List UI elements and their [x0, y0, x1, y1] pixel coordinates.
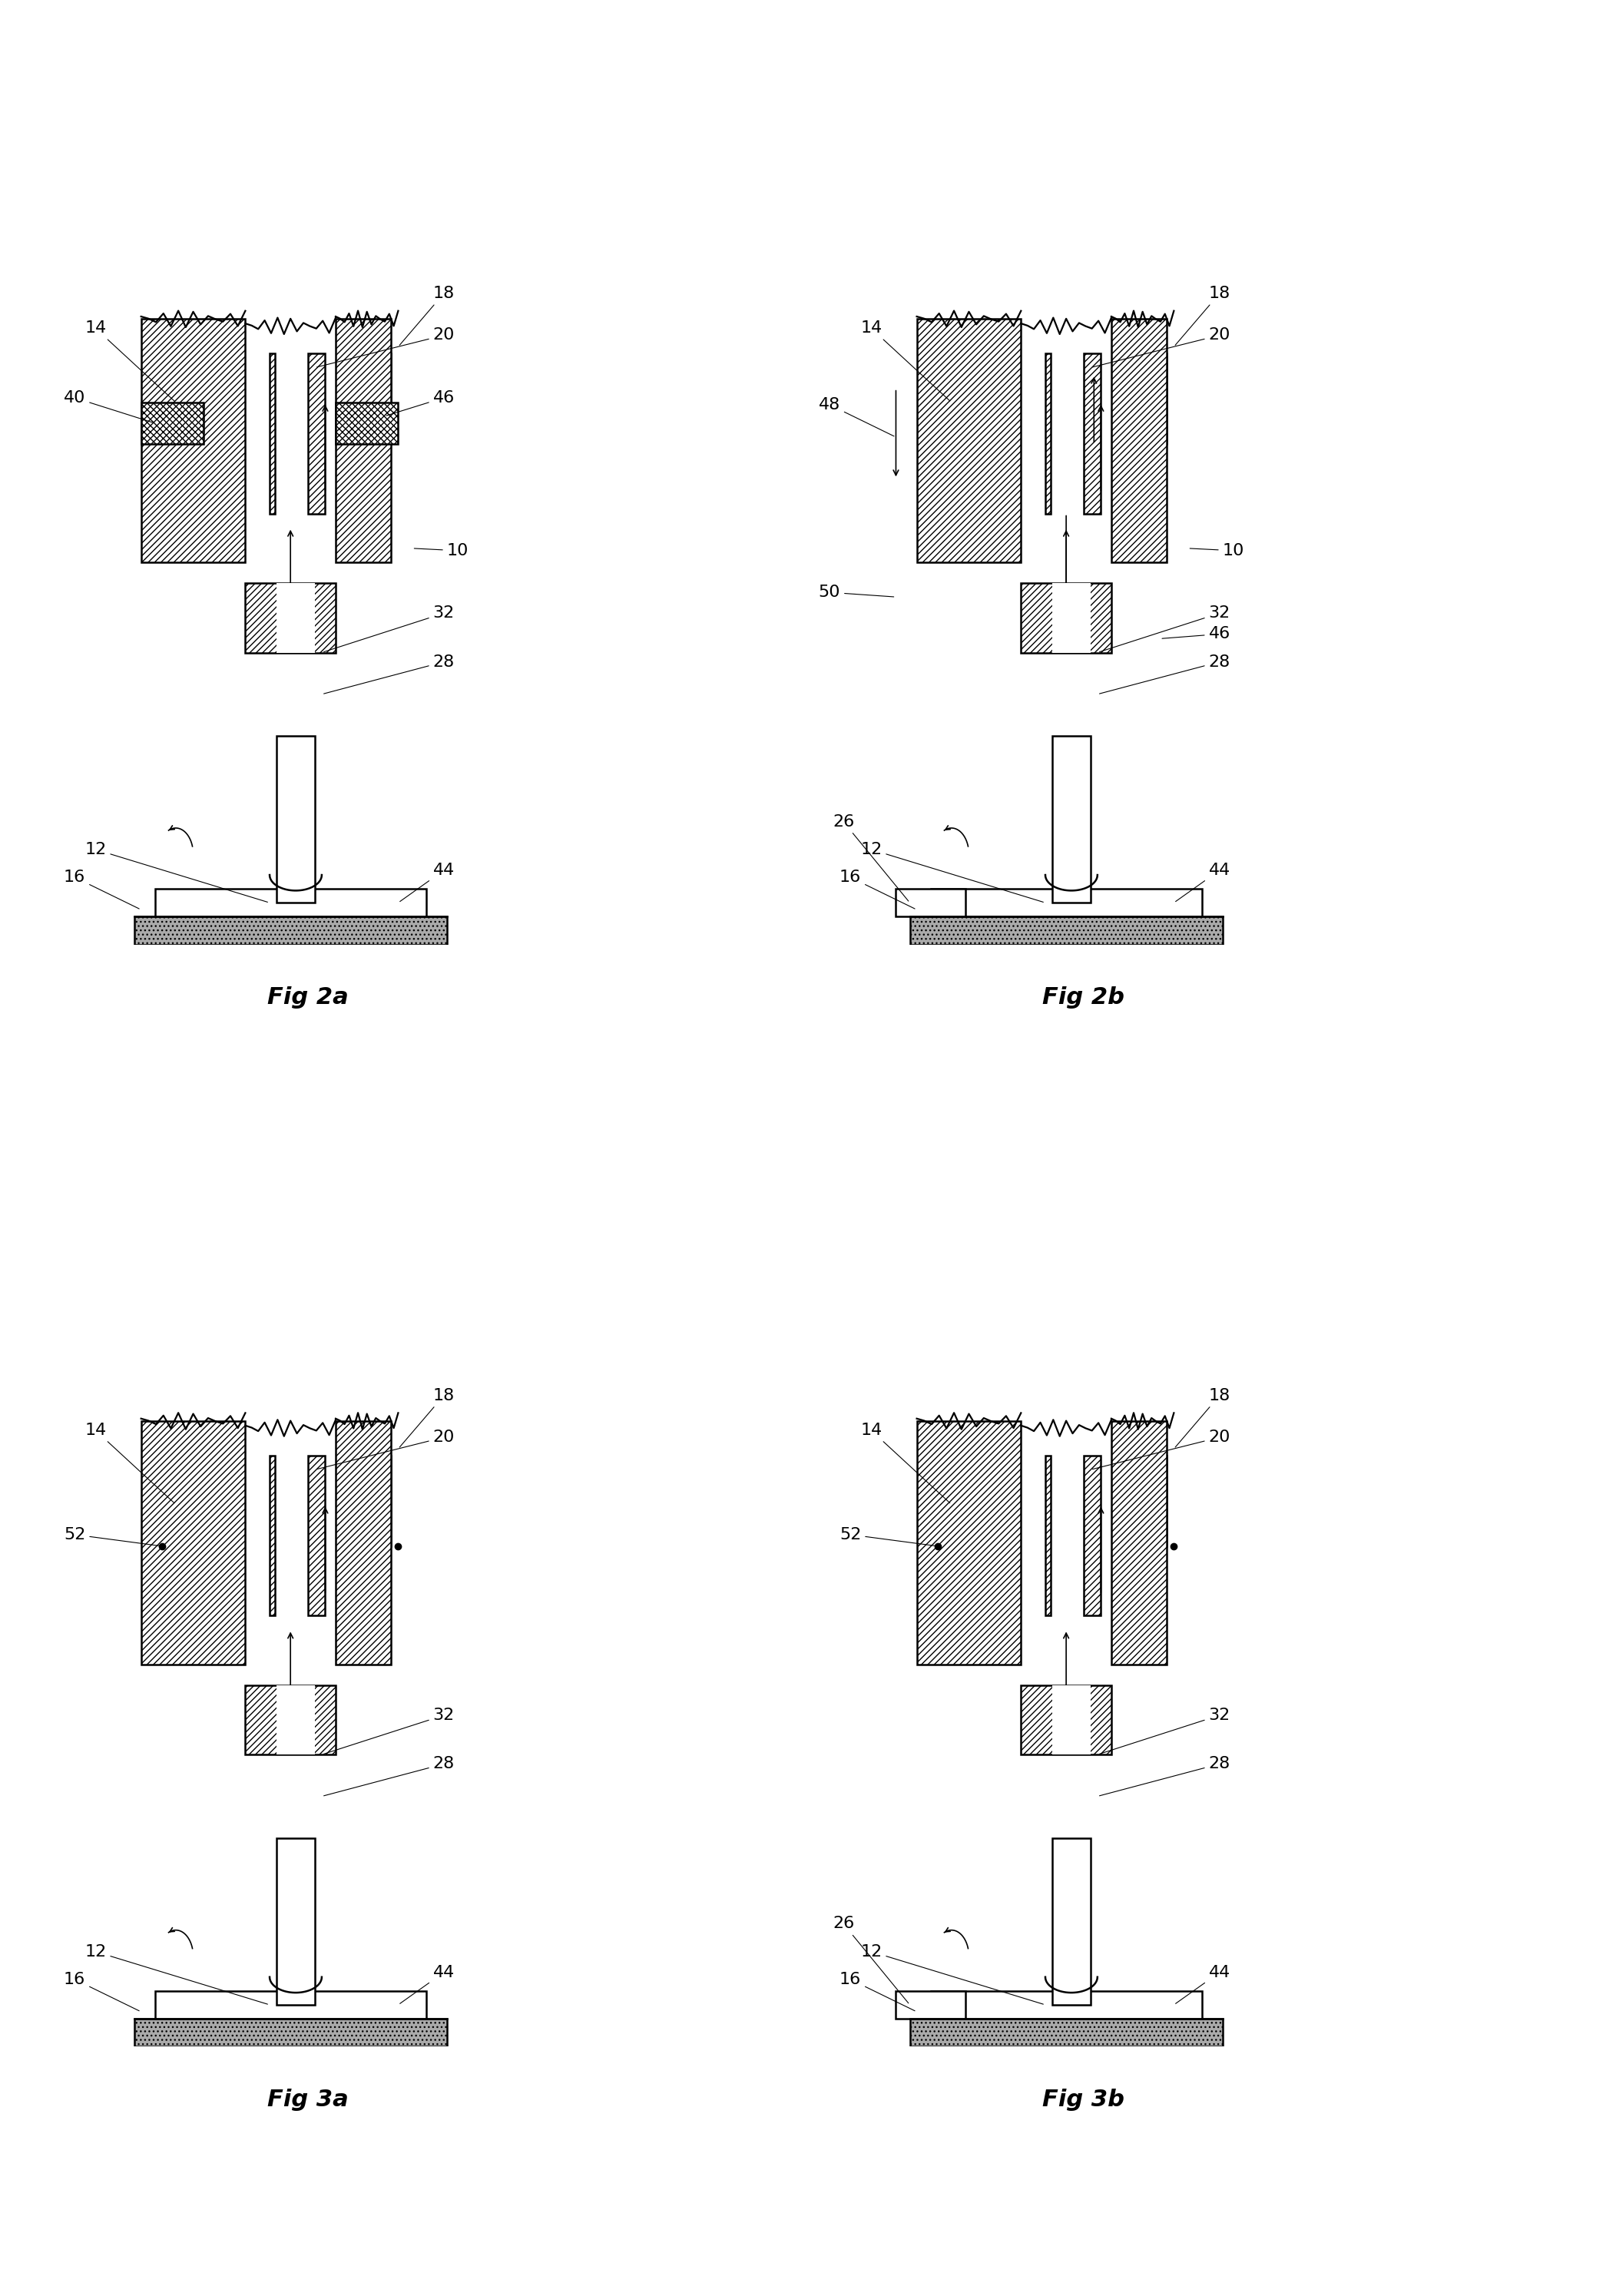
Text: 48: 48 — [819, 397, 894, 436]
Bar — [916, 319, 1021, 563]
Bar — [141, 319, 246, 563]
Text: 12: 12 — [84, 1945, 268, 2004]
Text: 10: 10 — [1189, 542, 1244, 558]
Text: 14: 14 — [860, 321, 950, 402]
Text: 20: 20 — [317, 328, 454, 367]
Text: 40: 40 — [63, 390, 154, 422]
Text: 52: 52 — [839, 1527, 936, 1545]
Bar — [1052, 1839, 1091, 2004]
Text: 32: 32 — [1099, 1708, 1230, 1754]
Bar — [1046, 354, 1050, 514]
Text: 44: 44 — [1175, 1965, 1230, 2004]
Text: 16: 16 — [63, 870, 139, 909]
Text: 16: 16 — [63, 1972, 139, 2011]
Bar — [1112, 1421, 1167, 1665]
Text: 14: 14 — [84, 321, 175, 402]
Text: 46: 46 — [386, 390, 454, 416]
Bar — [1118, 1456, 1167, 1545]
Text: Fig 3b: Fig 3b — [1042, 2089, 1125, 2110]
Text: 12: 12 — [84, 843, 268, 902]
Text: 46: 46 — [1162, 627, 1230, 641]
Text: 26: 26 — [832, 815, 908, 900]
Text: 28: 28 — [323, 1756, 454, 1795]
Bar — [1112, 319, 1167, 563]
Text: Fig 2a: Fig 2a — [267, 987, 349, 1008]
Bar — [1083, 1456, 1100, 1616]
Text: 32: 32 — [323, 606, 454, 652]
Text: 20: 20 — [1092, 1430, 1230, 1469]
Bar — [931, 1991, 1202, 2018]
Bar — [134, 916, 446, 944]
Text: 14: 14 — [84, 1424, 175, 1504]
Text: 16: 16 — [839, 1972, 915, 2011]
Text: 32: 32 — [1099, 606, 1230, 652]
Bar — [343, 1456, 391, 1545]
Bar — [189, 354, 239, 443]
Bar — [246, 583, 336, 652]
Bar — [276, 1839, 315, 2004]
Text: 28: 28 — [1099, 1756, 1230, 1795]
Bar — [1118, 354, 1167, 443]
Bar — [1021, 1685, 1112, 1754]
Bar — [336, 402, 398, 443]
Bar — [1052, 1685, 1091, 1754]
Bar — [276, 583, 315, 652]
Bar — [965, 1456, 1015, 1545]
Bar — [1021, 583, 1112, 652]
Bar — [276, 1685, 315, 1754]
Bar — [1083, 354, 1100, 514]
Text: 44: 44 — [399, 863, 454, 902]
Text: 18: 18 — [399, 1387, 454, 1446]
Bar — [1046, 1456, 1050, 1616]
Bar — [1052, 737, 1091, 902]
Text: 12: 12 — [860, 1945, 1044, 2004]
Text: 18: 18 — [399, 285, 454, 344]
Text: 28: 28 — [323, 654, 454, 693]
Bar — [270, 1456, 275, 1616]
Bar — [270, 354, 275, 514]
Bar — [189, 1456, 239, 1545]
Text: 52: 52 — [63, 1527, 160, 1545]
Bar — [336, 1421, 391, 1665]
Text: 20: 20 — [1092, 328, 1230, 367]
Bar — [1052, 583, 1091, 652]
Text: 16: 16 — [839, 870, 915, 909]
Bar — [895, 1991, 965, 2018]
Text: 44: 44 — [1175, 863, 1230, 902]
Text: 32: 32 — [323, 1708, 454, 1754]
Text: 44: 44 — [399, 1965, 454, 2004]
Bar — [134, 2018, 446, 2046]
Bar — [965, 354, 1015, 443]
Bar — [246, 1685, 336, 1754]
Text: 28: 28 — [1099, 654, 1230, 693]
Bar — [910, 916, 1222, 944]
Bar — [916, 1421, 1021, 1665]
Bar — [307, 1456, 325, 1616]
Bar — [141, 1421, 246, 1665]
Text: Fig 3a: Fig 3a — [267, 2089, 349, 2110]
Bar — [276, 737, 315, 902]
Bar — [155, 1991, 427, 2018]
Bar — [336, 319, 391, 563]
Text: 10: 10 — [414, 542, 469, 558]
Bar — [343, 354, 391, 443]
Bar — [307, 354, 325, 514]
Bar — [141, 402, 204, 443]
Text: 18: 18 — [1175, 1387, 1230, 1446]
Bar — [155, 889, 427, 916]
Text: 20: 20 — [317, 1430, 454, 1469]
Text: 12: 12 — [860, 843, 1044, 902]
Bar — [931, 889, 1202, 916]
Text: 18: 18 — [1175, 285, 1230, 344]
Bar — [910, 2018, 1222, 2046]
Bar — [895, 889, 965, 916]
Text: 26: 26 — [832, 1917, 908, 2002]
Text: 50: 50 — [818, 585, 894, 599]
Text: Fig 2b: Fig 2b — [1042, 987, 1125, 1008]
Text: 14: 14 — [860, 1424, 950, 1504]
